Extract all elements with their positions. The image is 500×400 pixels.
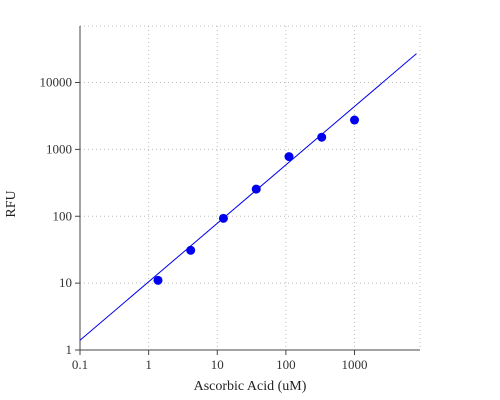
y-tick-label: 10 (59, 275, 72, 290)
data-point (186, 245, 196, 255)
y-tick-label: 1 (66, 342, 73, 357)
fit-line (79, 53, 417, 341)
fit-line-group (79, 53, 417, 341)
x-tick-label: 100 (276, 357, 296, 372)
data-point (284, 152, 294, 162)
y-axis-title: RFU (4, 190, 19, 217)
y-tick-label: 1000 (46, 141, 72, 156)
y-tick-label: 100 (53, 208, 73, 223)
y-tick-label: 10000 (40, 75, 73, 90)
grid (79, 25, 421, 351)
data-point (251, 184, 261, 194)
x-axis-title: Ascorbic Acid (uM) (194, 379, 307, 394)
data-point (350, 115, 360, 125)
data-points (153, 115, 360, 285)
data-point (317, 132, 327, 142)
data-point (153, 275, 163, 285)
data-point (218, 213, 228, 223)
x-tick-label: 10 (211, 357, 224, 372)
x-tick-label: 1000 (342, 357, 368, 372)
axes (79, 26, 420, 351)
x-tick-label: 1 (145, 357, 152, 372)
x-tick-label: 0.1 (72, 357, 88, 372)
